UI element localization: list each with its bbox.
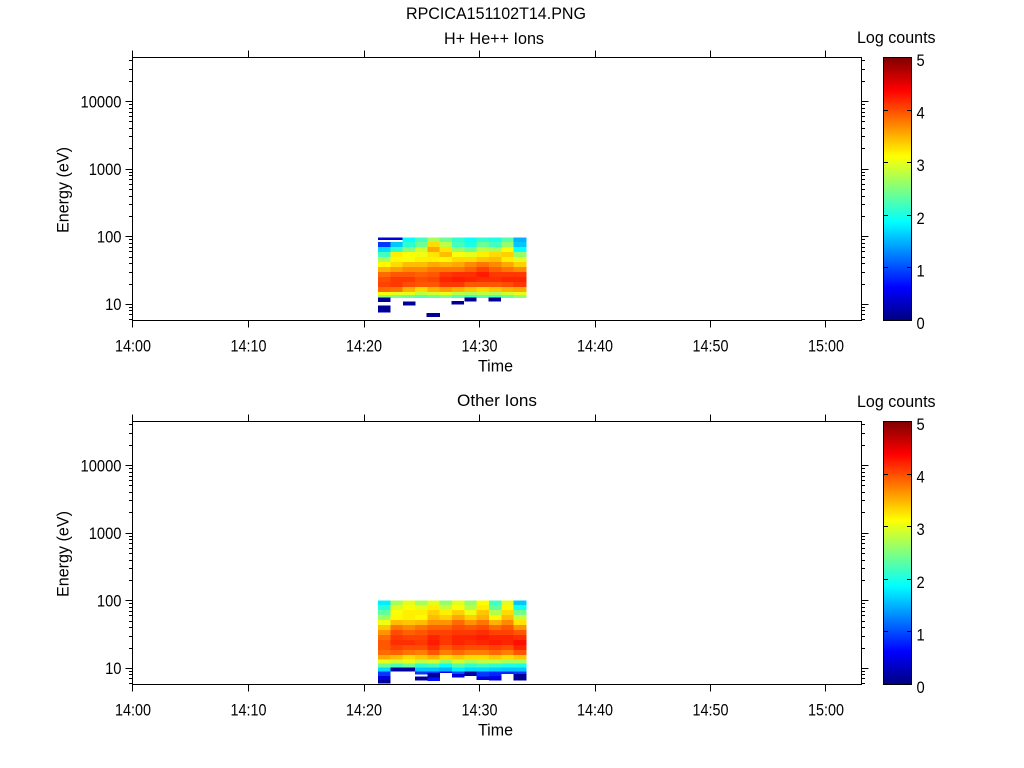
svg-text:5: 5 — [917, 51, 925, 70]
svg-text:14:50: 14:50 — [693, 701, 729, 720]
svg-text:14:00: 14:00 — [115, 701, 151, 720]
svg-text:Energy (eV): Energy (eV) — [54, 511, 73, 597]
svg-text:10: 10 — [105, 659, 121, 678]
svg-text:10: 10 — [105, 295, 121, 314]
svg-text:Log counts: Log counts — [857, 392, 936, 411]
svg-text:4: 4 — [917, 104, 925, 123]
svg-text:3: 3 — [917, 520, 925, 539]
svg-text:0: 0 — [917, 314, 925, 333]
svg-text:1000: 1000 — [89, 524, 122, 543]
svg-text:0: 0 — [917, 678, 925, 697]
svg-text:14:10: 14:10 — [231, 337, 267, 356]
svg-text:Time: Time — [478, 721, 513, 740]
svg-text:1000: 1000 — [89, 160, 122, 179]
svg-text:15:00: 15:00 — [808, 701, 844, 720]
svg-text:14:40: 14:40 — [577, 337, 613, 356]
svg-text:Time: Time — [478, 357, 513, 376]
svg-text:2: 2 — [917, 573, 925, 592]
svg-text:3: 3 — [917, 156, 925, 175]
svg-text:5: 5 — [917, 415, 925, 434]
svg-text:4: 4 — [917, 468, 925, 487]
svg-text:Other Ions: Other Ions — [457, 391, 537, 410]
svg-text:15:00: 15:00 — [808, 337, 844, 356]
svg-text:14:30: 14:30 — [462, 337, 498, 356]
svg-text:H+ He++ Ions: H+ He++ Ions — [444, 29, 544, 48]
svg-text:14:50: 14:50 — [693, 337, 729, 356]
svg-text:Energy (eV): Energy (eV) — [54, 147, 73, 233]
svg-text:100: 100 — [97, 592, 122, 611]
svg-text:1: 1 — [917, 261, 925, 280]
svg-text:100: 100 — [97, 228, 122, 247]
svg-text:10000: 10000 — [81, 456, 122, 475]
svg-text:RPCICA151102T14.PNG: RPCICA151102T14.PNG — [406, 4, 586, 23]
svg-text:14:00: 14:00 — [115, 337, 151, 356]
svg-text:2: 2 — [917, 209, 925, 228]
svg-text:14:40: 14:40 — [577, 701, 613, 720]
svg-text:10000: 10000 — [81, 92, 122, 111]
svg-text:Log counts: Log counts — [857, 28, 936, 47]
svg-text:14:10: 14:10 — [231, 701, 267, 720]
svg-text:14:20: 14:20 — [346, 701, 382, 720]
svg-text:1: 1 — [917, 625, 925, 644]
svg-text:14:20: 14:20 — [346, 337, 382, 356]
svg-text:14:30: 14:30 — [462, 701, 498, 720]
